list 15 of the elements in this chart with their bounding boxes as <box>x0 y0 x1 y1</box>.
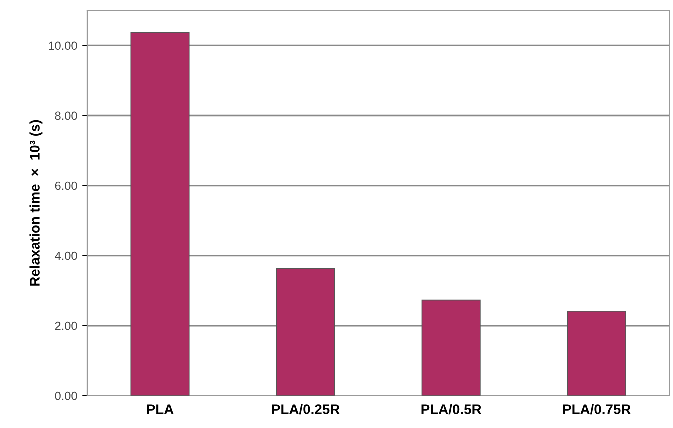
x-tick-label: PLA/0.5R <box>422 404 482 415</box>
x-tick-label: PLA/0.75R <box>563 404 631 415</box>
x-tick-label: PLA <box>147 404 174 414</box>
y-tick-label: 10.00 <box>49 42 78 50</box>
y-axis-title: Relaxation time × 10³ (s) <box>30 120 43 286</box>
bar <box>276 268 336 396</box>
bar <box>567 311 626 396</box>
y-tick-label: 0.00 <box>55 392 78 400</box>
bar <box>130 32 190 396</box>
y-tick-label: 2.00 <box>55 322 78 330</box>
y-tick-label: 4.00 <box>55 252 78 260</box>
y-tick-label: 6.00 <box>55 182 78 190</box>
x-tick-label: PLA/0.25R <box>272 404 340 415</box>
bar <box>422 300 481 396</box>
y-tick-label: 8.00 <box>55 112 78 120</box>
